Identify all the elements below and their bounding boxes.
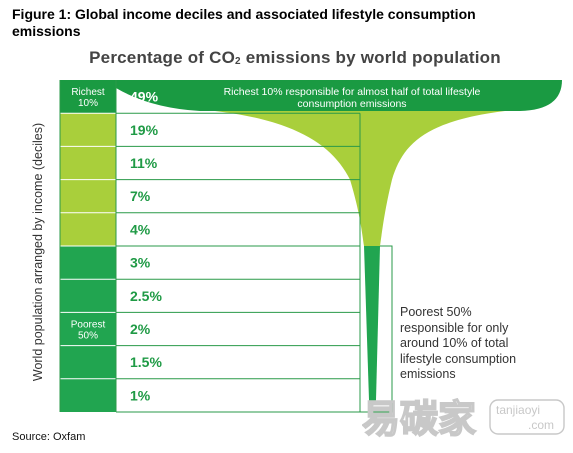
watermark-chars: 易碳家 [362,399,476,441]
figure-title: Figure 1: Global income deciles and asso… [12,6,476,39]
richest-annotation: Richest 10% responsible for almost half … [223,86,481,110]
watermark-logo: 易碳家 tanjiaoyi .com [362,398,565,442]
poorest-label-block [60,246,116,412]
funnel-shape-group [116,80,562,406]
funnel-stem [364,246,380,406]
watermark-domain-badge: tanjiaoyi .com [489,399,565,435]
watermark-domain-line1: tanjiaoyi [496,403,540,417]
richest-group-label-line: 10% [78,98,98,109]
funnel-bowl [180,108,535,246]
decile-value-label: 49% [130,89,159,105]
richest-group-label-line: Richest [71,87,105,98]
decile-value-label: 7% [130,188,151,204]
richest-banner [116,80,562,111]
poorest-annotation: Poorest 50% responsible for only around … [400,305,517,381]
decile-value-label: 2.5% [130,288,162,304]
source-note: Source: Oxfam [12,431,86,443]
richest-label-block [60,80,116,114]
decile-value-label: 4% [130,221,151,237]
decile-value-label: 11% [130,155,158,171]
poorest-group-label-line: 50% [78,331,98,342]
chart-title: Percentage of CO2 emissions by world pop… [89,48,501,67]
decile-value-label: 1.5% [130,354,162,370]
poorest-bracket-line [360,245,393,413]
watermark-domain-line2: .com [528,418,554,432]
decile-value-label: 2% [130,321,151,337]
decile-value-label: 3% [130,255,151,271]
decile-value-label: 19% [130,122,159,138]
poorest-group-label-line: Poorest [71,320,106,331]
decile-value-label: 1% [130,387,151,403]
